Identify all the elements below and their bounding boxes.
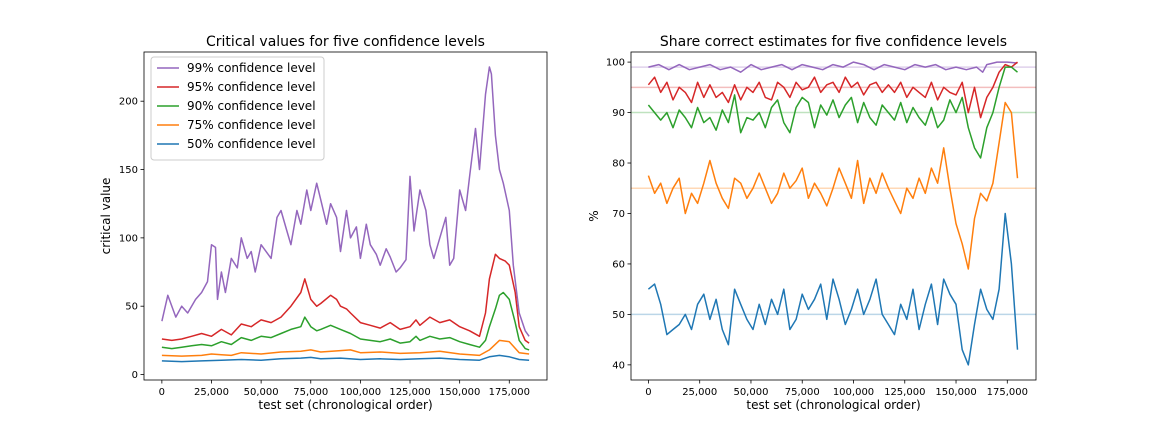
x-tick-label: 175,000	[489, 387, 530, 398]
x-tick-label: 125,000	[884, 387, 925, 398]
plot-frame	[143, 51, 548, 381]
x-tick-label: 75,000	[785, 387, 820, 398]
y-tick-label: 70	[612, 209, 625, 220]
series-line	[647, 61, 1018, 119]
x-tick-label: 100,000	[340, 387, 381, 398]
series-line	[647, 66, 1018, 159]
x-tick-label: 150,000	[439, 387, 480, 398]
x-tick-label: 50,000	[244, 387, 279, 398]
series-line	[161, 253, 530, 344]
chart-panel-1: 0 25,000 50,000 75,000 100,000 125,000 150,000…	[99, 34, 548, 412]
x-tick-label: 50,000	[733, 387, 768, 398]
x-tick-label: 25,000	[682, 387, 717, 398]
chart-title: Share correct estimates for five confide…	[660, 34, 1007, 50]
y-axis-title: critical value	[99, 178, 113, 255]
y-tick-label: 80	[612, 159, 625, 170]
y-tick-label: 90	[612, 108, 625, 119]
series-line	[161, 354, 530, 363]
x-tick-label: 0	[159, 387, 165, 398]
legend-label: 50% confidence level	[187, 137, 316, 151]
series-line	[647, 212, 1019, 366]
x-tick-label: 0	[645, 387, 651, 398]
y-tick-label: 200	[119, 97, 138, 108]
x-tick-label: 25,000	[194, 387, 229, 398]
legend-label: 95% confidence level	[187, 80, 316, 94]
series-line	[161, 66, 530, 337]
series-line	[647, 101, 1019, 270]
y-tick-label: 100	[119, 233, 138, 244]
legend-box	[150, 56, 325, 161]
plot-frame	[630, 51, 1037, 381]
y-tick-label: 150	[119, 165, 138, 176]
y-tick-label: 50	[612, 310, 625, 321]
series-line	[161, 339, 530, 357]
x-tick-label: 100,000	[833, 387, 874, 398]
y-tick-label: 50	[125, 302, 138, 313]
x-tick-label: 125,000	[389, 387, 430, 398]
legend-label: 99% confidence level	[187, 61, 316, 75]
y-axis-title: %	[587, 210, 601, 221]
chart-title: Critical values for five confidence leve…	[206, 34, 485, 50]
chart-panel-2: 0 25,000 50,000 75,000 100,000 125,000 150,000…	[587, 34, 1037, 412]
series-line	[648, 61, 1018, 73]
x-tick-label: 175,000	[987, 387, 1028, 398]
legend-label: 75% confidence level	[187, 118, 316, 132]
legend: 99% confidence level 95% confidence level…	[150, 56, 325, 161]
x-tick-label: 75,000	[293, 387, 328, 398]
x-axis-title: test set (chronological order)	[746, 398, 920, 412]
x-axis-title: test set (chronological order)	[258, 398, 432, 412]
series-line	[161, 291, 530, 351]
y-tick-label: 0	[132, 370, 138, 381]
y-tick-label: 60	[612, 259, 625, 270]
y-tick-label: 100	[606, 58, 625, 69]
x-tick-label: 150,000	[935, 387, 976, 398]
legend-label: 90% confidence level	[187, 99, 316, 113]
y-tick-label: 40	[612, 360, 625, 371]
